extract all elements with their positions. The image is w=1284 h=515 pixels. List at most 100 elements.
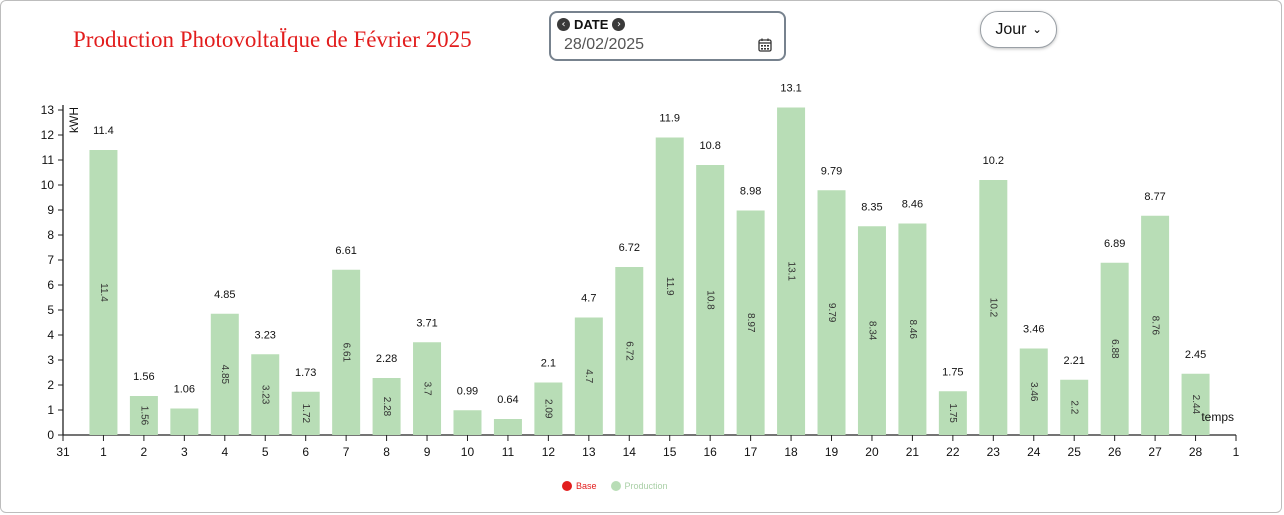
- x-tick-label: 7: [343, 445, 350, 459]
- chart-title: Production PhotovoltaÏque de Février 202…: [73, 27, 472, 52]
- chevron-right-circle-icon[interactable]: ›: [612, 17, 626, 31]
- bar-inner-label: 2.09: [543, 399, 554, 419]
- x-tick-label: 8: [383, 445, 390, 459]
- y-tick-label: 8: [47, 228, 54, 242]
- bar: [1100, 262, 1129, 435]
- x-tick-label: 12: [542, 445, 556, 459]
- calendar-icon[interactable]: [758, 38, 772, 52]
- bar-value-label: 3.71: [416, 317, 437, 329]
- period-select-value: Jour: [995, 20, 1027, 38]
- bar: [534, 382, 563, 435]
- bar-value-label: 13.1: [780, 83, 801, 95]
- bar-inner-label: 1.75: [947, 403, 958, 423]
- y-tick-label: 3: [47, 353, 54, 367]
- bar-value-label: 1.56: [133, 371, 154, 383]
- bar-inner-label: 6.72: [624, 341, 635, 361]
- bar-value-label: 6.89: [1104, 238, 1125, 250]
- bar: [413, 342, 442, 435]
- legend-item-production[interactable]: Production: [610, 481, 668, 491]
- y-tick-label: 12: [41, 128, 55, 142]
- x-tick-label: 6: [302, 445, 309, 459]
- bar: [1060, 379, 1089, 435]
- bar-value-label: 2.28: [376, 353, 397, 365]
- date-label: DATE: [574, 16, 609, 32]
- x-tick-label: 17: [744, 445, 758, 459]
- x-tick-label: 4: [221, 445, 228, 459]
- bar: [817, 190, 846, 435]
- x-tick-label: 20: [865, 445, 879, 459]
- bar-value-label: 9.79: [821, 165, 842, 177]
- bar-inner-label: 11.4: [98, 283, 109, 302]
- bar: [1141, 215, 1170, 435]
- x-tick-label: 14: [623, 445, 637, 459]
- y-tick-label: 2: [47, 378, 54, 392]
- y-tick-label: 10: [41, 178, 55, 192]
- y-tick-label: 4: [47, 328, 54, 342]
- bar-inner-label: 2.2: [1069, 400, 1080, 414]
- bar-value-label: 2.1: [541, 358, 556, 370]
- bar: [129, 396, 158, 435]
- bar: [696, 165, 725, 435]
- bar-value-label: 10.2: [983, 155, 1004, 167]
- bar: [1019, 348, 1048, 435]
- bar: [210, 313, 239, 435]
- bar: [372, 378, 401, 435]
- bar-inner-label: 1.56: [138, 406, 149, 426]
- y-tick-label: 7: [47, 253, 54, 267]
- bar-inner-label: 8.76: [1149, 316, 1160, 336]
- bar-value-label: 2.21: [1063, 355, 1084, 367]
- legend-label-base: Base: [576, 481, 597, 491]
- legend-label-production: Production: [624, 481, 668, 491]
- x-tick-label: 22: [946, 445, 960, 459]
- x-tick-label: 9: [424, 445, 431, 459]
- date-input[interactable]: 28/02/2025: [564, 36, 645, 53]
- bar-inner-label: 10.8: [705, 290, 716, 310]
- bar-inner-label: 3.7: [421, 382, 432, 396]
- bar-inner-label: 6.61: [340, 343, 351, 363]
- legend-item-base[interactable]: Base: [562, 481, 597, 491]
- bar-value-label: 6.61: [335, 245, 356, 257]
- x-tick-label: 25: [1068, 445, 1082, 459]
- x-tick-label: 3: [181, 445, 188, 459]
- x-tick-label: 26: [1108, 445, 1122, 459]
- legend-swatch-base: [562, 481, 572, 491]
- chevron-left-circle-icon[interactable]: ‹: [557, 17, 570, 31]
- bar-value-label: 1.73: [295, 367, 316, 379]
- y-axis-title: kWH: [67, 107, 81, 133]
- bar-value-label: 3.23: [255, 329, 276, 341]
- bar-value-label: 10.8: [699, 140, 720, 152]
- bar-value-label: 0.99: [457, 385, 478, 397]
- bar: [736, 210, 765, 435]
- x-tick-label: 2: [141, 445, 148, 459]
- y-tick-label: 5: [47, 303, 54, 317]
- bar-value-label: 3.46: [1023, 324, 1044, 336]
- bar-value-label: 1.06: [174, 384, 195, 396]
- period-select[interactable]: Jour ⌄: [980, 11, 1057, 48]
- bar-value-label: 2.45: [1185, 349, 1206, 361]
- bar: [979, 180, 1008, 435]
- y-tick-label: 9: [47, 203, 54, 217]
- bar: [615, 267, 644, 435]
- bar-value-label: 4.7: [581, 293, 596, 305]
- bar: [655, 137, 684, 435]
- bar-inner-label: 8.34: [866, 321, 877, 341]
- date-header: ‹ DATE ›: [557, 16, 626, 32]
- bar-inner-label: 2.28: [381, 397, 392, 417]
- bar: [493, 419, 522, 435]
- x-tick-label: 16: [703, 445, 717, 459]
- bar-value-label: 1.75: [942, 366, 963, 378]
- x-tick-label: 18: [784, 445, 798, 459]
- x-axis-title: temps: [1201, 410, 1234, 424]
- bar-inner-label: 2.44: [1190, 395, 1201, 415]
- bar: [170, 408, 199, 435]
- x-tick-label: 1: [1233, 445, 1240, 459]
- y-tick-label: 6: [47, 278, 54, 292]
- date-picker[interactable]: ‹ DATE › 28/02/2025: [549, 11, 786, 61]
- bar: [777, 107, 806, 435]
- legend-swatch-production: [610, 481, 621, 491]
- bar-value-label: 8.46: [902, 199, 923, 211]
- bar-value-label: 6.72: [619, 242, 640, 254]
- bar-value-label: 11.9: [659, 113, 680, 125]
- bar-value-label: 4.85: [214, 289, 235, 301]
